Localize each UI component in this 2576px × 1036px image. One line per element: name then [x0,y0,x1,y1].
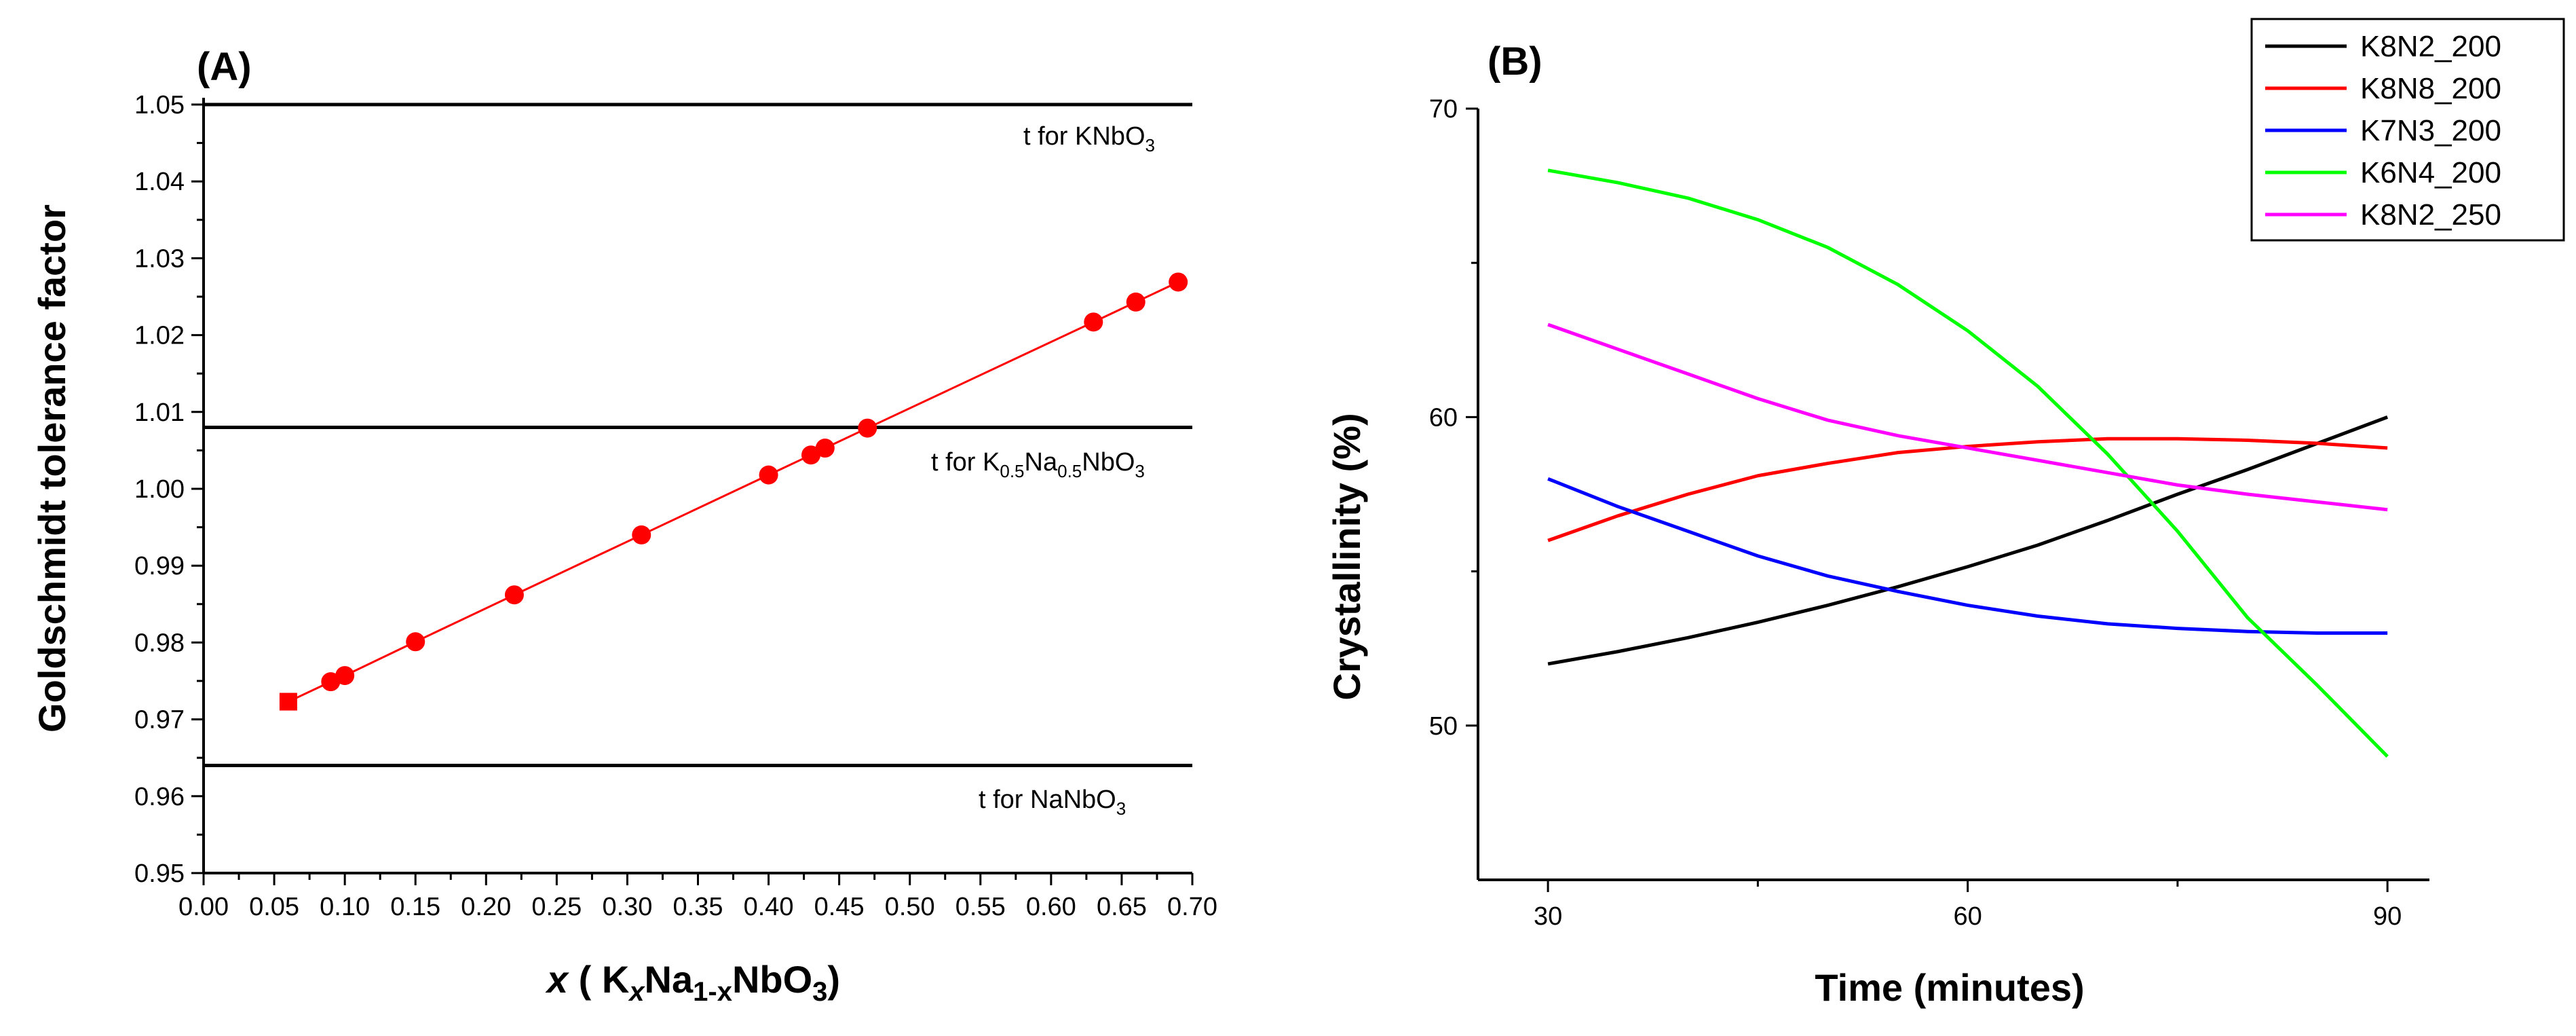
y-tick-label: 50 [1429,712,1458,741]
x-tick-label: 0.30 [602,893,652,921]
data-point [335,666,355,686]
series-line-k7n3_200 [1547,477,2388,635]
ref-label-knbo3: t for KNbO3 [1023,122,1155,155]
panel-b: (B) 30 60 90 50 60 70 Crystallinity (%) Time… [1325,18,2565,1009]
data-point [1084,312,1103,332]
data-point [279,692,297,711]
data-point [815,439,835,458]
panel-a-y-ticks: 0.95 0.96 0.97 0.98 0.99 1.00 1.01 1.02 1.03 1.04… [134,91,204,888]
x-tick-label: 0.20 [461,893,511,921]
y-tick-label: 60 [1429,403,1458,432]
series-line-k8n2_250 [1547,322,2388,512]
panel-a-axes [202,98,1192,874]
y-tick-label: 0.96 [134,783,185,811]
x-tick-label: 60 [1953,902,1982,931]
y-tick-label: 1.04 [134,168,185,196]
ref-label-nanbo3: t for NaNbO3 [979,785,1126,819]
x-tick-label: 0.60 [1026,893,1076,921]
data-point [858,418,877,438]
x-tick-label: 0.35 [673,893,723,921]
panel-b-y-ticks: 50 60 70 [1429,95,1478,741]
x-tick-label: 90 [2373,902,2402,931]
x-tick-label: 0.70 [1167,893,1217,921]
x-tick-label: 0.15 [390,893,440,921]
y-tick-label: 0.99 [134,552,185,580]
x-tick-label: 0.40 [744,893,794,921]
panel-b-axes [1477,109,2429,881]
panel-a-reference-lines [204,103,1192,768]
x-tick-label: 0.45 [814,893,865,921]
panel-a: (A) 0.00 0.05 0.10 0.15 0.20 0.25 0.30 0.35 0.40… [31,45,1217,1007]
x-tick-label: 0.00 [178,893,229,921]
x-tick-label: 30 [1534,902,1562,931]
data-point [801,445,821,465]
x-tick-label: 0.65 [1097,893,1147,921]
panel-b-legend: K8N2_200 K8N8_200 K7N3_200 K6N4_200 K8N2_250 [2250,18,2565,242]
panel-b-x-axis-title: Time (minutes) [1815,966,2084,1009]
data-point [759,465,778,485]
y-tick-label: 0.95 [134,859,185,888]
legend-label: K8N2_200 [2360,30,2501,63]
y-tick-label: 1.00 [134,475,185,504]
data-point [1126,292,1145,312]
x-tick-label: 0.50 [885,893,935,921]
x-tick-label: 0.55 [955,893,1006,921]
data-point [632,525,651,544]
data-point [406,632,425,652]
y-tick-label: 1.01 [134,399,185,427]
panel-a-x-axis-title: x ( KxNa1-xNbO3) [545,958,840,1007]
panel-a-x-ticks: 0.00 0.05 0.10 0.15 0.20 0.25 0.30 0.35 0.40 0.45… [178,873,1217,921]
series-line-k6n4_200 [1547,168,2389,758]
ref-label-kna-nbo3: t for K0.5Na0.5NbO3 [931,448,1145,481]
panel-a-label: (A) [197,45,252,89]
panel-b-label: (B) [1488,39,1542,84]
data-point [1169,272,1188,292]
panel-b-series [1547,168,2389,758]
y-tick-label: 1.05 [134,91,185,119]
panel-a-y-axis-title: Goldschmidt tolerance factor [31,204,73,733]
panel-b-y-axis-title: Crystallinity (%) [1325,413,1368,700]
panel-a-series [279,272,1188,711]
y-tick-label: 0.97 [134,706,185,735]
legend-label: K8N2_250 [2360,198,2501,232]
legend-label: K6N4_200 [2360,156,2501,189]
y-tick-label: 70 [1429,95,1458,124]
series-line-k8n2_200 [1547,415,2389,666]
x-tick-label: 0.25 [531,893,582,921]
x-tick-label: 0.05 [249,893,299,921]
y-tick-label: 1.02 [134,322,185,350]
y-tick-label: 1.03 [134,244,185,273]
x-tick-label: 0.10 [320,893,370,921]
legend-label: K7N3_200 [2360,114,2501,147]
y-tick-label: 0.98 [134,629,185,657]
data-point [504,585,524,605]
panel-b-x-ticks: 30 60 90 [1534,880,2402,931]
legend-label: K8N8_200 [2360,72,2501,105]
